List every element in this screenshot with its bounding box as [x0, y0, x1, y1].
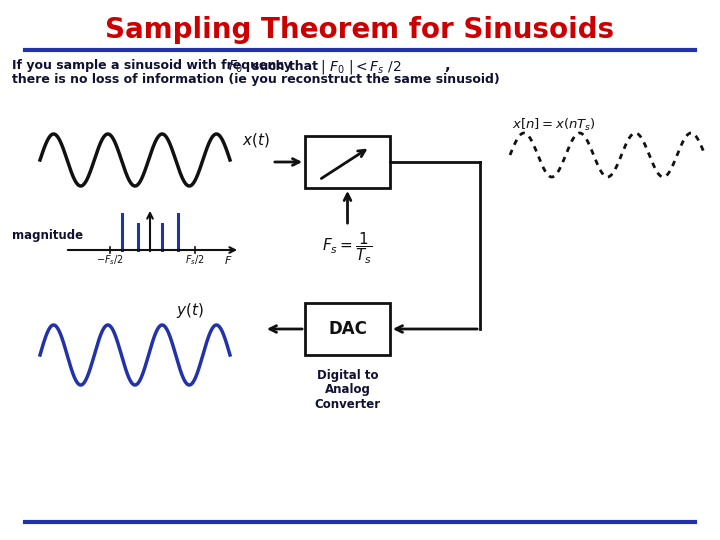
Text: Sampling Theorem for Sinusoids: Sampling Theorem for Sinusoids — [105, 16, 615, 44]
Text: ,: , — [444, 58, 449, 73]
Text: If you sample a sinusoid with frequency: If you sample a sinusoid with frequency — [12, 59, 292, 72]
Text: $F$: $F$ — [224, 254, 233, 266]
Bar — [305, 303, 390, 355]
Text: magnitude: magnitude — [12, 228, 83, 241]
Text: $F_0$: $F_0$ — [228, 59, 243, 75]
Text: $F_s/2$: $F_s/2$ — [185, 253, 204, 267]
Text: $x(t)$: $x(t)$ — [242, 131, 270, 149]
Text: $|\ F_0\ |< F_s\ /2$: $|\ F_0\ |< F_s\ /2$ — [320, 58, 402, 76]
Text: Digital to
Analog
Converter: Digital to Analog Converter — [315, 368, 381, 411]
Text: there is no loss of information (ie you reconstruct the same sinusoid): there is no loss of information (ie you … — [12, 73, 500, 86]
Text: $F_s = \dfrac{1}{T_s}$: $F_s = \dfrac{1}{T_s}$ — [322, 230, 373, 266]
Text: such that: such that — [252, 59, 318, 72]
Text: DAC: DAC — [328, 320, 367, 338]
Text: $-F_s/2$: $-F_s/2$ — [96, 253, 124, 267]
Text: $x[n] = x(nT_s)$: $x[n] = x(nT_s)$ — [512, 117, 596, 133]
Text: $y(t)$: $y(t)$ — [176, 300, 204, 320]
Bar — [305, 136, 390, 188]
